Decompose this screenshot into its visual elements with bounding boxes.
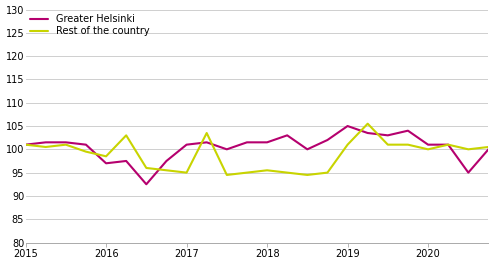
Greater Helsinki xyxy=(63,141,69,144)
Greater Helsinki xyxy=(83,143,89,146)
Rest of the country xyxy=(345,143,351,146)
Greater Helsinki xyxy=(204,141,209,144)
Rest of the country xyxy=(486,145,492,149)
Greater Helsinki xyxy=(164,159,169,162)
Greater Helsinki xyxy=(264,141,270,144)
Rest of the country xyxy=(284,171,290,174)
Greater Helsinki xyxy=(465,171,471,174)
Greater Helsinki xyxy=(23,143,29,146)
Rest of the country xyxy=(83,150,89,153)
Greater Helsinki xyxy=(184,143,190,146)
Line: Greater Helsinki: Greater Helsinki xyxy=(26,49,494,184)
Rest of the country xyxy=(204,131,209,135)
Rest of the country xyxy=(164,169,169,172)
Rest of the country xyxy=(425,148,431,151)
Rest of the country xyxy=(365,122,370,125)
Greater Helsinki xyxy=(42,141,48,144)
Rest of the country xyxy=(23,143,29,146)
Rest of the country xyxy=(304,173,310,176)
Rest of the country xyxy=(184,171,190,174)
Greater Helsinki xyxy=(445,143,451,146)
Rest of the country xyxy=(244,171,250,174)
Rest of the country xyxy=(63,143,69,146)
Rest of the country xyxy=(42,145,48,149)
Greater Helsinki xyxy=(425,143,431,146)
Rest of the country xyxy=(325,171,330,174)
Rest of the country xyxy=(465,148,471,151)
Line: Rest of the country: Rest of the country xyxy=(26,124,494,182)
Greater Helsinki xyxy=(123,159,129,162)
Greater Helsinki xyxy=(304,148,310,151)
Greater Helsinki xyxy=(224,148,230,151)
Rest of the country xyxy=(143,166,149,170)
Greater Helsinki xyxy=(103,162,109,165)
Rest of the country xyxy=(445,143,451,146)
Legend: Greater Helsinki, Rest of the country: Greater Helsinki, Rest of the country xyxy=(28,11,152,39)
Greater Helsinki xyxy=(284,134,290,137)
Rest of the country xyxy=(264,169,270,172)
Rest of the country xyxy=(103,155,109,158)
Greater Helsinki xyxy=(345,125,351,128)
Greater Helsinki xyxy=(486,148,492,151)
Greater Helsinki xyxy=(143,183,149,186)
Greater Helsinki xyxy=(244,141,250,144)
Greater Helsinki xyxy=(325,138,330,142)
Rest of the country xyxy=(123,134,129,137)
Greater Helsinki xyxy=(405,129,411,132)
Rest of the country xyxy=(385,143,391,146)
Rest of the country xyxy=(224,173,230,176)
Greater Helsinki xyxy=(365,131,370,135)
Greater Helsinki xyxy=(385,134,391,137)
Rest of the country xyxy=(405,143,411,146)
